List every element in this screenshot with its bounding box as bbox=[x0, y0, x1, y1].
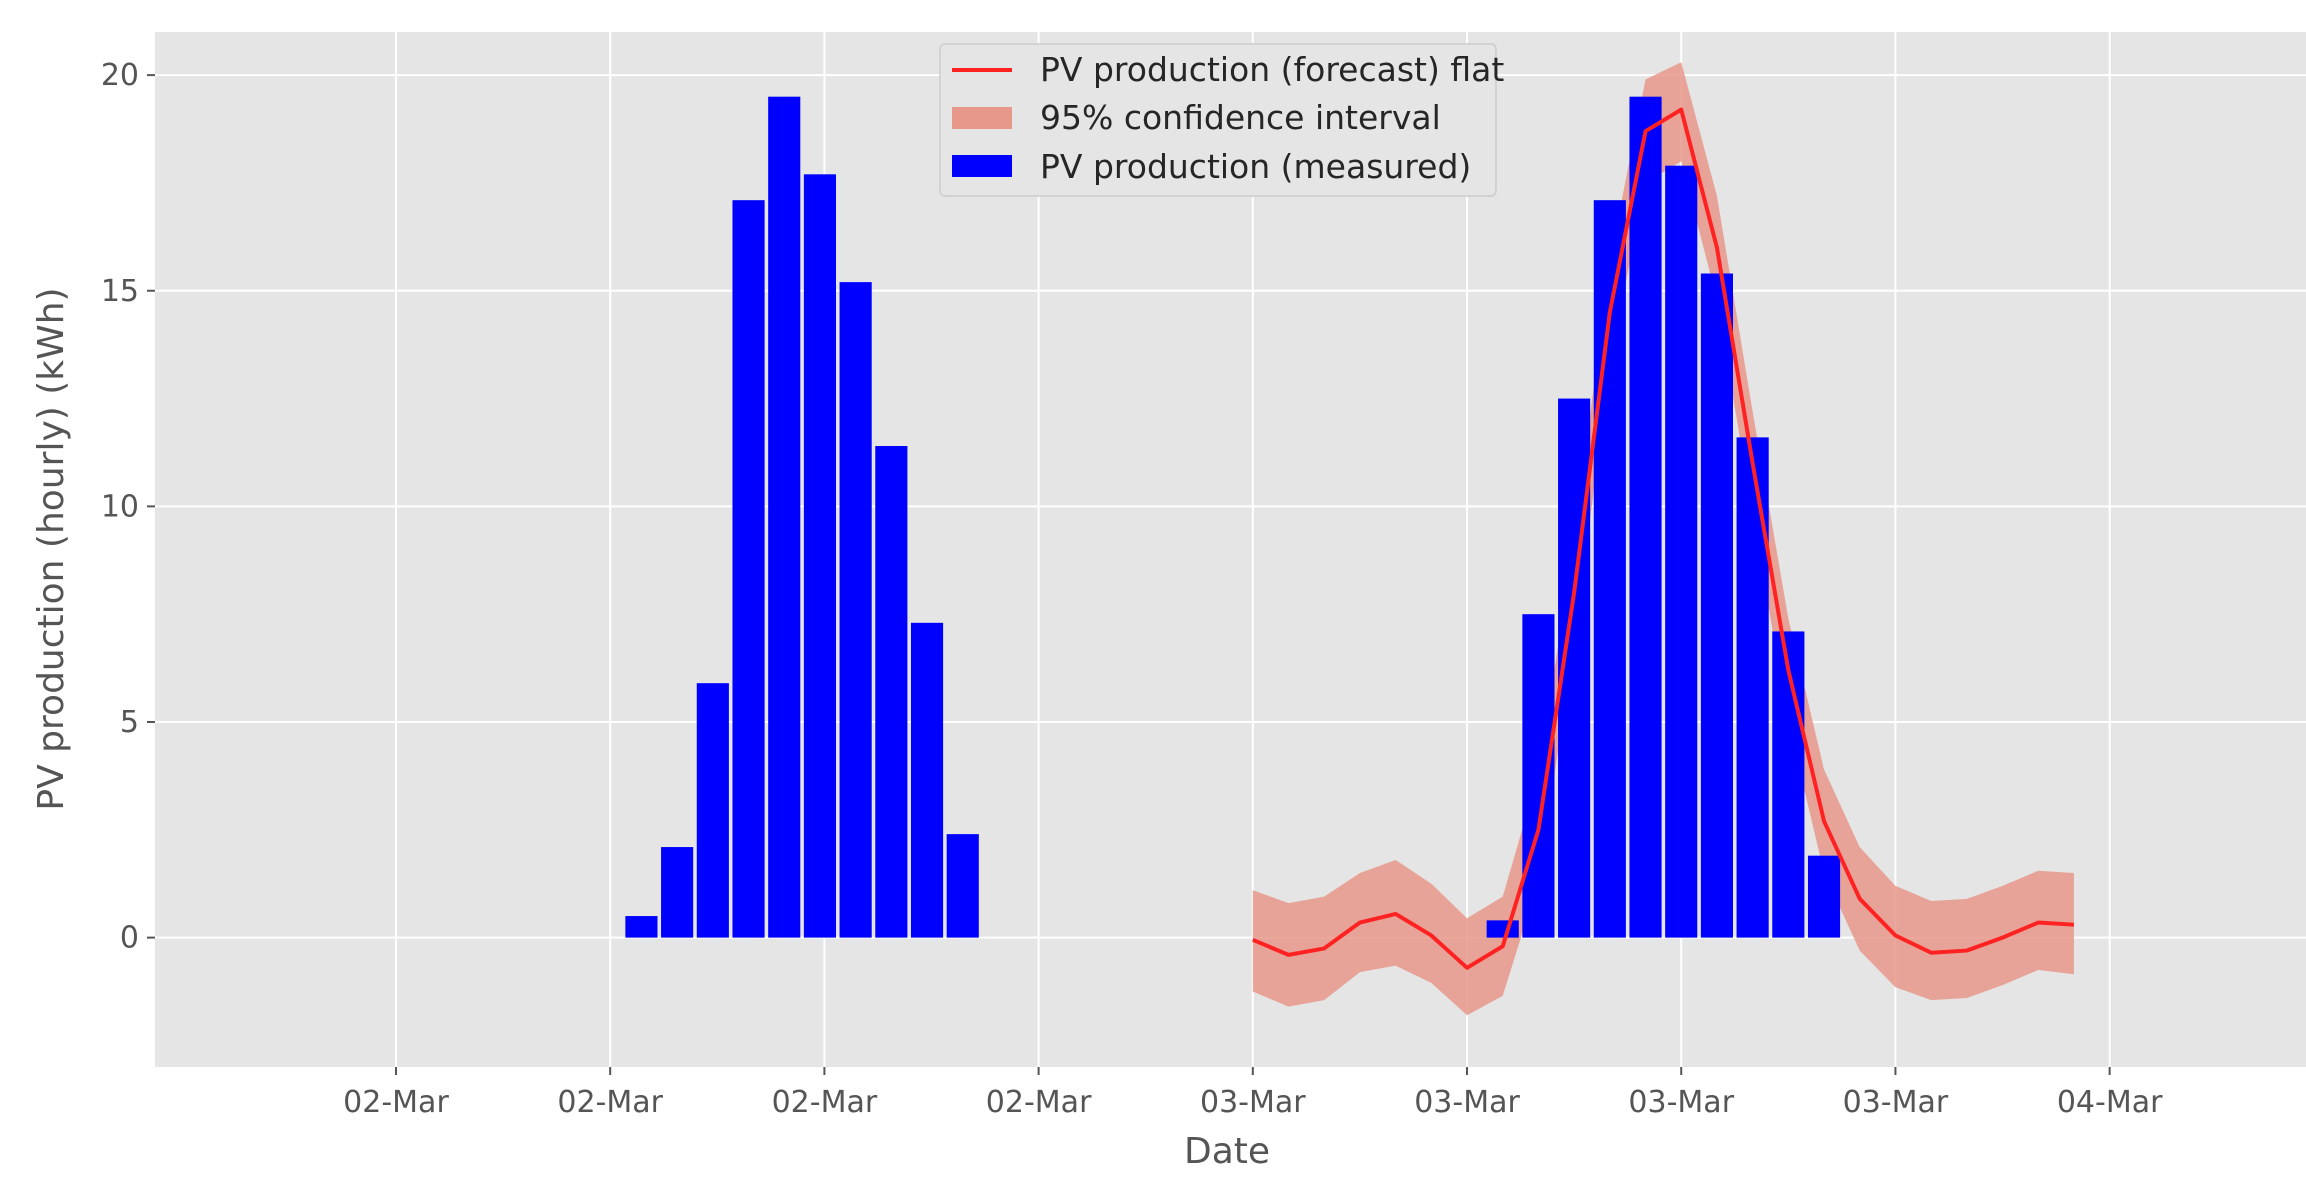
measured-bar bbox=[1629, 96, 1662, 938]
x-tick-label: 03-Mar bbox=[1414, 1085, 1520, 1120]
x-tick-label: 03-Mar bbox=[1200, 1085, 1306, 1120]
measured-bar bbox=[803, 174, 837, 938]
measured-bar bbox=[696, 683, 729, 938]
legend: PV production (forecast) flat 95% confid… bbox=[939, 43, 1504, 197]
legend-forecast-label: PV production (forecast) flat bbox=[1040, 50, 1504, 89]
x-tick-label: 03-Mar bbox=[1843, 1085, 1949, 1120]
measured-bar bbox=[1700, 273, 1733, 938]
y-tick-label: 0 bbox=[120, 921, 139, 956]
measured-bar bbox=[625, 916, 658, 938]
measured-bar bbox=[768, 96, 801, 938]
measured-bar bbox=[1665, 165, 1698, 938]
x-tick-label: 04-Mar bbox=[2057, 1085, 2163, 1120]
measured-bar bbox=[661, 847, 694, 938]
legend-box bbox=[939, 43, 1497, 197]
y-tick-label: 15 bbox=[101, 274, 139, 309]
measured-bars-layer bbox=[625, 96, 1841, 938]
x-tick-label: 02-Mar bbox=[557, 1085, 663, 1120]
measured-bar bbox=[839, 282, 872, 938]
measured-bar bbox=[1807, 855, 1841, 938]
y-tick-label: 5 bbox=[120, 705, 139, 740]
y-tick-label: 10 bbox=[101, 489, 139, 524]
measured-bar bbox=[910, 622, 944, 938]
measured-bar bbox=[1772, 631, 1805, 938]
measured-bar bbox=[875, 446, 908, 938]
axis-ticks: 0 5 10 15 20 02-Mar 02-Mar 02-Mar 02-Mar 03-Mar 03… bbox=[101, 58, 2163, 1120]
legend-measured-label: PV production (measured) bbox=[1040, 147, 1471, 186]
x-axis-label: Date bbox=[1184, 1131, 1270, 1172]
x-tick-label: 03-Mar bbox=[1628, 1085, 1734, 1120]
x-tick-label: 02-Mar bbox=[986, 1085, 1092, 1120]
legend-measured-swatch bbox=[952, 155, 1012, 177]
legend-ci-swatch bbox=[952, 107, 1012, 129]
y-tick-label: 20 bbox=[101, 58, 139, 93]
confidence-interval-band bbox=[1252, 62, 2074, 1016]
x-tick-label: 02-Mar bbox=[343, 1085, 449, 1120]
forecast-line bbox=[1252, 107, 2075, 970]
plot-background bbox=[155, 32, 2306, 1067]
measured-bar bbox=[1736, 437, 1769, 938]
measured-bar bbox=[1522, 614, 1555, 938]
legend-ci-label: 95% confidence interval bbox=[1040, 98, 1441, 137]
measured-bar bbox=[1486, 920, 1519, 938]
measured-bar bbox=[732, 200, 765, 938]
y-axis-label: PV production (hourly) (kWh) bbox=[31, 287, 72, 810]
x-tick-label: 02-Mar bbox=[772, 1085, 878, 1120]
confidence-band-layer bbox=[1252, 62, 2074, 1016]
forecast-line-layer bbox=[1252, 107, 2075, 970]
measured-bar bbox=[946, 834, 979, 938]
